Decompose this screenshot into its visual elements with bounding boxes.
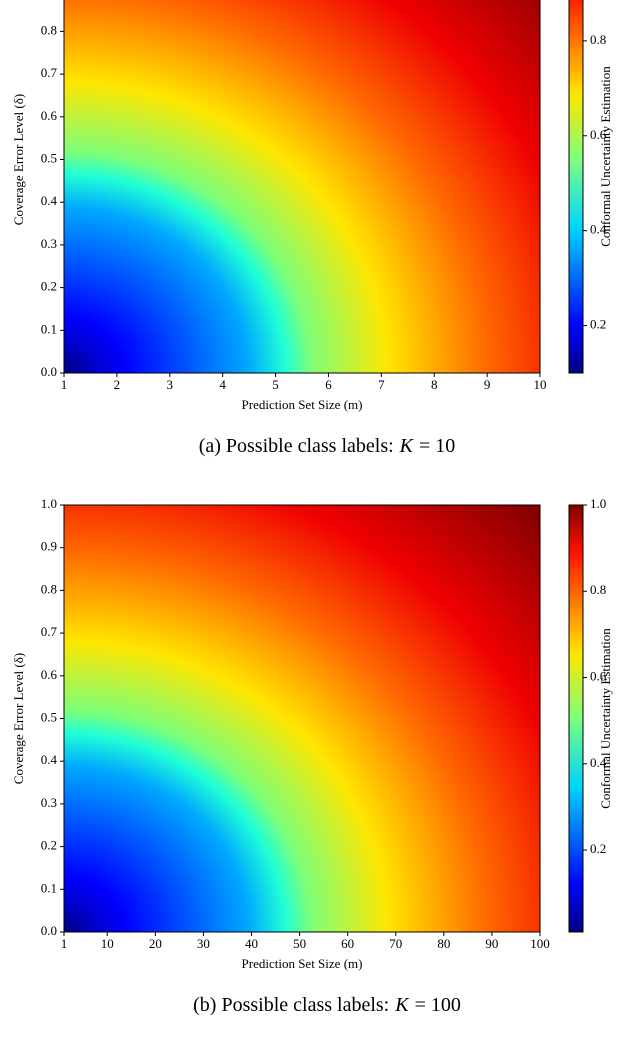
caption-variable: K xyxy=(399,435,415,457)
x-tick-label: 90 xyxy=(485,936,498,951)
y-tick-label: 0.3 xyxy=(41,236,57,251)
panel: 1 10 20 30 40 50 60 70 80 90 100 0.0 0.1 0.2 0.3 0.4 0.5… xyxy=(11,496,613,1016)
y-tick-label: 0.7 xyxy=(41,65,58,80)
colorbar-tick-label: 0.4 xyxy=(590,755,607,770)
x-tick-label: 40 xyxy=(245,936,258,951)
x-tick-label: 10 xyxy=(101,936,114,951)
y-tick-label: 0.4 xyxy=(41,752,58,767)
y-tick-label: 0.8 xyxy=(41,581,57,596)
caption-text: (a) Possible class labels: xyxy=(199,435,394,457)
x-tick-label: 1 xyxy=(61,936,68,951)
colorbar-label: Conformal Uncertainty Estimation xyxy=(598,628,613,809)
x-tick-label: 10 xyxy=(534,377,547,392)
y-tick-label: 0.1 xyxy=(41,880,57,895)
y-tick-label: 0.2 xyxy=(41,279,57,294)
x-tick-label: 7 xyxy=(378,377,385,392)
y-axis-label: Coverage Error Level (δ) xyxy=(11,653,26,784)
x-tick-label: 9 xyxy=(484,377,491,392)
y-tick-label: 0.7 xyxy=(41,624,58,639)
y-tick-label: 0.6 xyxy=(41,667,58,682)
y-tick-label: 0.3 xyxy=(41,795,57,810)
y-tick-label: 0.5 xyxy=(41,709,57,724)
x-tick-label: 3 xyxy=(167,377,174,392)
x-axis-label: Prediction Set Size (m) xyxy=(242,956,363,971)
x-tick-label: 30 xyxy=(197,936,210,951)
y-tick-label: 0.4 xyxy=(41,193,58,208)
x-tick-label: 100 xyxy=(530,936,550,951)
x-tick-label: 1 xyxy=(61,377,68,392)
caption: (a) Possible class labels: K = 10 xyxy=(199,435,456,457)
y-tick-label: 0.1 xyxy=(41,321,57,336)
y-tick-label: 0.9 xyxy=(41,539,57,554)
colorbar-tick-label: 0.8 xyxy=(590,32,606,47)
y-tick-label: 1.0 xyxy=(41,496,57,511)
colorbar-tick-label: 1.0 xyxy=(590,496,606,511)
colorbar-label: Conformal Uncertainty Estimation xyxy=(598,66,613,247)
x-tick-label: 5 xyxy=(272,377,279,392)
y-tick-label: 0.2 xyxy=(41,838,57,853)
heatmap xyxy=(64,0,540,373)
x-tick-label: 80 xyxy=(437,936,450,951)
y-tick-label: 0.8 xyxy=(41,22,57,37)
y-axis-label: Coverage Error Level (δ) xyxy=(11,94,26,225)
colorbar-tick-label: 0.8 xyxy=(590,582,606,597)
y-tick-label: 0.6 xyxy=(41,108,58,123)
y-tick-label: 0.0 xyxy=(41,923,57,938)
colorbar-tick-label: 0.2 xyxy=(590,317,606,332)
caption-value: = 10 xyxy=(419,435,455,457)
heatmap xyxy=(64,505,540,932)
x-tick-label: 50 xyxy=(293,936,306,951)
colorbar xyxy=(568,0,584,374)
x-tick-label: 4 xyxy=(219,377,226,392)
colorbar-tick-label: 0.2 xyxy=(590,841,606,856)
y-tick-label: 0.0 xyxy=(41,364,57,379)
x-tick-label: 2 xyxy=(114,377,121,392)
x-tick-label: 6 xyxy=(325,377,332,392)
x-tick-label: 60 xyxy=(341,936,354,951)
x-tick-label: 20 xyxy=(149,936,162,951)
caption-value: = 100 xyxy=(415,994,461,1016)
x-tick-label: 70 xyxy=(389,936,402,951)
colorbar xyxy=(568,504,584,933)
x-tick-label: 8 xyxy=(431,377,438,392)
colorbar-tick-label: 0.6 xyxy=(590,127,607,142)
caption-text: (b) Possible class labels: xyxy=(193,994,389,1016)
colorbar-tick-label: 0.4 xyxy=(590,222,607,237)
panel: 1 2 3 4 5 6 7 8 9 10 0.0 0.1 0.2 0.3 0.4 0.5 0.6 0.7 0.8 Pr… xyxy=(11,0,613,457)
colorbar-tick-label: 0.6 xyxy=(590,669,607,684)
caption-variable: K xyxy=(394,994,410,1016)
caption: (b) Possible class labels: K = 100 xyxy=(193,994,461,1016)
x-axis-label: Prediction Set Size (m) xyxy=(242,397,363,412)
y-tick-label: 0.5 xyxy=(41,150,57,165)
